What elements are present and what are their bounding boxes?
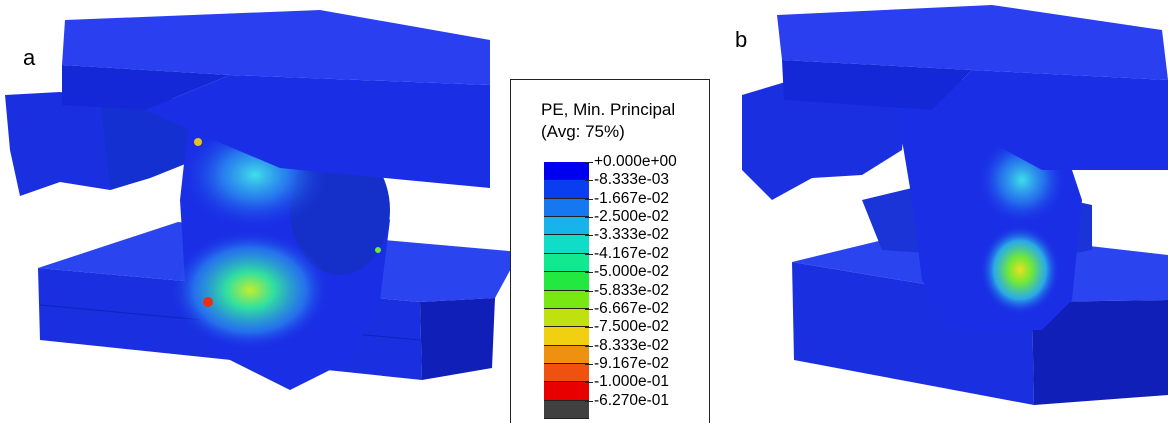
legend-tick-mark: [585, 308, 593, 310]
legend-tick-mark: [585, 180, 593, 182]
legend-swatch: [544, 345, 589, 364]
legend-tick-mark: [585, 217, 593, 219]
left-arm-b: [742, 80, 907, 200]
top-slab-a: [62, 10, 490, 188]
legend-tick-label: -6.270e-01: [594, 391, 669, 409]
legend-tick-mark: [585, 253, 593, 255]
legend-swatch: [544, 235, 589, 254]
panel-b-label: b: [735, 27, 748, 52]
legend-tick-label: -6.667e-02: [594, 299, 669, 317]
legend-title: PE, Min. Principal: [541, 100, 676, 119]
legend-tick-label: -1.667e-02: [594, 189, 669, 207]
legend-swatch: [544, 382, 589, 401]
legend-tick-label: -1.000e-01: [594, 373, 669, 391]
legend: PE, Min. Principal (Avg: 75%) +0.000e+00…: [510, 79, 710, 423]
legend-subtitle: (Avg: 75%): [541, 122, 625, 141]
legend-tick-mark: [585, 235, 593, 237]
legend-swatch: [544, 180, 589, 199]
legend-swatch: [544, 162, 589, 181]
legend-swatch: [544, 253, 589, 273]
legend-swatch: [544, 217, 589, 236]
legend-tick-label: -9.167e-02: [594, 354, 669, 372]
legend-tick-label: -8.333e-02: [594, 336, 669, 354]
legend-tick-label: -5.833e-02: [594, 281, 669, 299]
legend-swatch: [544, 198, 589, 218]
legend-tick-mark: [585, 400, 593, 402]
legend-swatch: [544, 327, 589, 346]
top-slab-b: [777, 5, 1168, 170]
legend-tick-mark: [585, 198, 593, 200]
legend-swatch: [544, 272, 589, 291]
legend-tick-label: -4.167e-02: [594, 244, 669, 262]
legend-tick-mark: [585, 363, 593, 365]
panel-a-label: a: [23, 45, 36, 70]
legend-swatch: [544, 363, 589, 383]
legend-tick-label: -7.500e-02: [594, 318, 669, 336]
legend-tick-mark: [585, 345, 593, 347]
legend-tick-label: -5.000e-02: [594, 263, 669, 281]
legend-tick-mark: [585, 162, 593, 163]
central-column-a: [170, 110, 390, 390]
legend-tick-label: -3.333e-02: [594, 226, 669, 244]
legend-tick-mark: [585, 272, 593, 274]
legend-swatch: [544, 308, 589, 328]
legend-swatch: [544, 290, 589, 309]
legend-tick-mark: [585, 327, 593, 329]
legend-tick-mark: [585, 290, 593, 292]
fe-model-a: [5, 10, 520, 390]
legend-color-bar: [544, 162, 589, 420]
legend-tick-label: -2.500e-02: [594, 208, 669, 226]
legend-tick-label: +0.000e+00: [594, 153, 677, 170]
legend-tick-label: -8.333e-03: [594, 171, 669, 189]
legend-swatch: [544, 400, 589, 420]
fe-model-b: [742, 5, 1168, 405]
legend-tick-mark: [585, 382, 593, 384]
